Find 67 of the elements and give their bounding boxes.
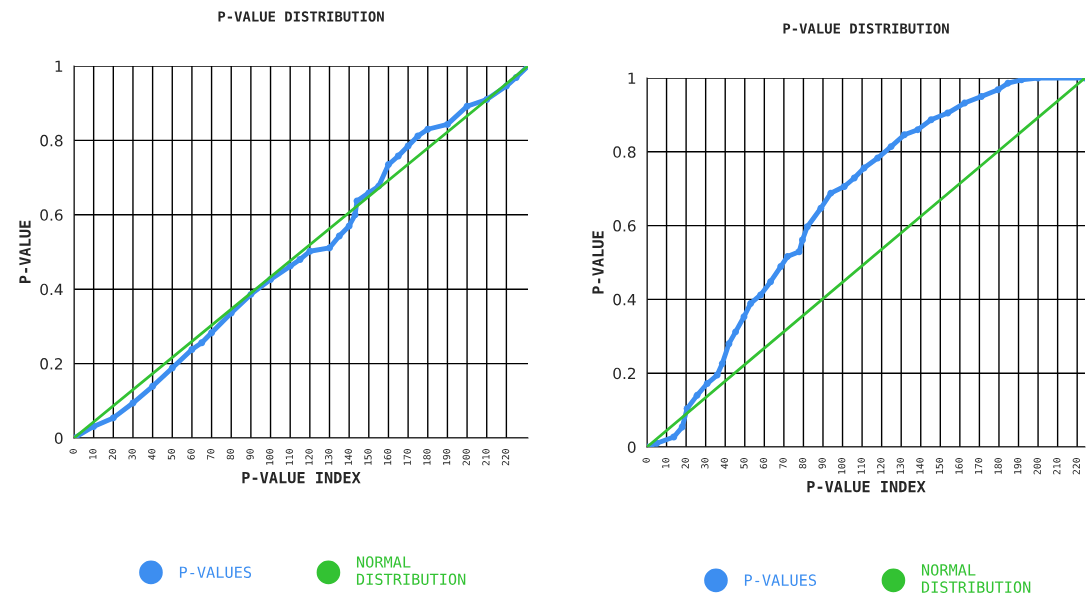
x-tick-label: 120 — [877, 458, 885, 474]
y-tick-label: 0.8 — [613, 146, 636, 158]
x-tick-label: 110 — [285, 449, 294, 465]
x-tick-label: 20 — [681, 458, 689, 469]
x-tick-label: 60 — [187, 449, 195, 460]
x-tick-label: 150 — [935, 458, 944, 474]
x-tick-label: 140 — [916, 458, 924, 474]
x-tick-label: 90 — [246, 449, 254, 460]
y-tick-label: 0.4 — [40, 283, 63, 296]
x-tick-label: 160 — [955, 458, 963, 474]
x-tick-label: 90 — [818, 458, 826, 469]
x-tick-label: 150 — [364, 449, 372, 465]
y-axis-title: P-VALUE — [592, 231, 604, 294]
y-tick-label: 0.8 — [40, 134, 63, 147]
legend-label: NORMAL DISTRIBUTION — [921, 564, 1031, 593]
y-tick-label: 1 — [55, 60, 63, 72]
chart-title: P-VALUE DISTRIBUTION — [218, 11, 384, 22]
chart-title: P-VALUE DISTRIBUTION — [783, 23, 949, 34]
x-tick-label: 160 — [383, 449, 392, 465]
x-tick-label: 30 — [701, 458, 709, 469]
x-tick-label: 70 — [207, 449, 215, 460]
y-tick-label: 0.6 — [40, 209, 63, 221]
x-tick-label: 100 — [838, 458, 846, 474]
x-axis-title: P-VALUE INDEX — [807, 481, 926, 493]
legend-label: P-VALUES — [744, 574, 817, 586]
x-tick-label: 200 — [1033, 458, 1041, 475]
y-tick-label: 0.4 — [613, 293, 636, 306]
x-tick-label: 60 — [759, 458, 768, 469]
x-tick-label: 130 — [896, 458, 905, 474]
y-tick-label: 0 — [54, 432, 63, 445]
y-tick-label: 1 — [628, 72, 636, 84]
y-axis-title: P-VALUE — [19, 220, 31, 283]
x-tick-label: 80 — [798, 458, 807, 469]
legend-label: NORMAL DISTRIBUTION — [356, 556, 466, 585]
x-tick-label: 40 — [148, 449, 156, 460]
x-tick-label: 210 — [1053, 458, 1061, 475]
y-tick-label: 0.2 — [613, 367, 636, 380]
x-tick-label: 140 — [344, 449, 352, 465]
x-tick-label: 10 — [662, 458, 670, 468]
x-tick-label: 10 — [89, 449, 97, 459]
x-tick-label: 0 — [69, 449, 77, 454]
x-tick-label: 80 — [226, 449, 235, 460]
x-tick-label: 70 — [779, 458, 787, 469]
x-tick-label: 190 — [1014, 458, 1022, 474]
x-tick-label: 180 — [994, 458, 1002, 474]
x-tick-label: 100 — [266, 449, 274, 465]
y-tick-label: 0.6 — [613, 220, 636, 232]
x-tick-label: 170 — [974, 458, 983, 474]
x-tick-label: 40 — [720, 458, 729, 469]
x-tick-label: 170 — [403, 449, 411, 465]
x-tick-label: 220 — [501, 449, 510, 466]
x-tick-label: 30 — [128, 449, 136, 460]
x-axis-title: P-VALUE INDEX — [242, 472, 361, 484]
x-tick-label: 130 — [324, 449, 333, 465]
y-tick-label: 0.2 — [40, 358, 63, 370]
x-tick-label: 50 — [167, 449, 176, 460]
x-tick-label: 50 — [740, 458, 748, 469]
x-tick-label: 0 — [642, 458, 650, 463]
x-tick-label: 20 — [108, 449, 117, 460]
x-tick-label: 110 — [857, 458, 865, 474]
x-tick-label: 210 — [482, 449, 490, 466]
x-tick-label: 180 — [423, 449, 431, 465]
x-tick-label: 190 — [442, 449, 451, 465]
legend-label: P-VALUES — [179, 566, 252, 578]
x-tick-label: 200 — [462, 449, 470, 466]
x-tick-label: 220 — [1072, 458, 1081, 475]
x-tick-label: 120 — [305, 449, 313, 465]
